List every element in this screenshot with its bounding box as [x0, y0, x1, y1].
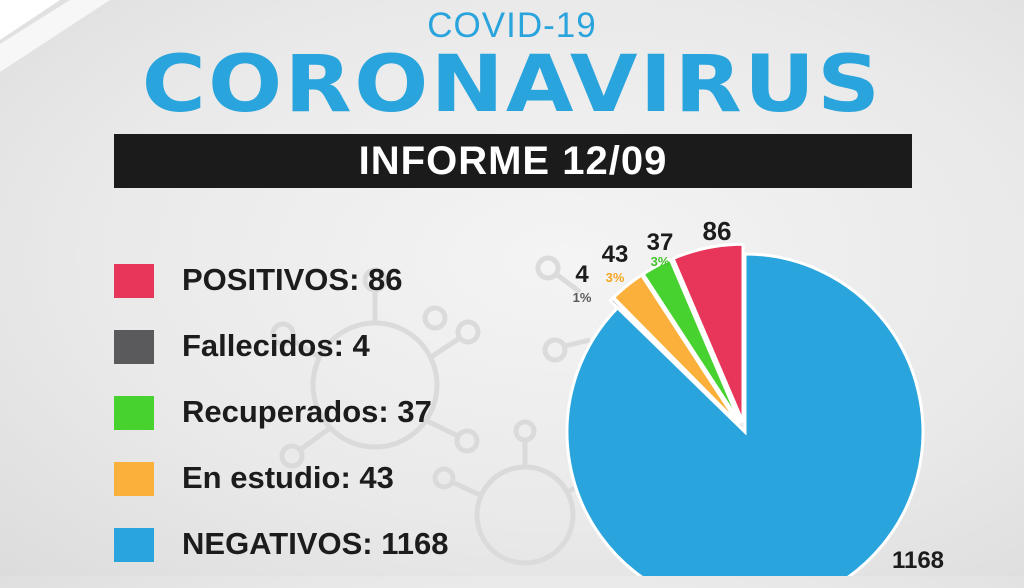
- legend-swatch: [114, 462, 154, 496]
- pie-chart: 866%373%433%41%1168: [565, 216, 944, 576]
- pie-slice-recuperados: [641, 257, 742, 424]
- legend-item-fallecidos: Fallecidos: 4: [114, 324, 554, 390]
- slice-value-label: 4: [575, 261, 589, 288]
- slice-percent-label: 3%: [606, 270, 625, 285]
- legend-label: En estudio: 43: [182, 460, 394, 495]
- page-title: CORONAVIRUS: [141, 40, 883, 130]
- legend-swatch: [114, 264, 154, 298]
- slice-value-label: 86: [703, 216, 732, 246]
- slice-value-label: 43: [602, 241, 629, 268]
- legend-label: NEGATIVOS: 1168: [182, 526, 449, 561]
- legend-swatch: [114, 528, 154, 562]
- report-banner: INFORME 12/09: [114, 134, 912, 188]
- legend-swatch: [114, 330, 154, 364]
- slice-percent-label: 6%: [707, 246, 726, 261]
- legend-label: POSITIVOS: 86: [182, 262, 403, 297]
- slice-percent-label: 3%: [651, 254, 670, 269]
- legend-swatch: [114, 396, 154, 430]
- legend-item-negativos: NEGATIVOS: 1168: [114, 522, 554, 588]
- pie-slice-positivos: [671, 242, 745, 423]
- legend: POSITIVOS: 86 Fallecidos: 4 Recuperados:…: [114, 258, 554, 588]
- legend-item-recuperados: Recuperados: 37: [114, 390, 554, 456]
- corner-decoration: [0, 0, 110, 72]
- slice-percent-label: 1%: [573, 290, 592, 305]
- legend-item-en-estudio: En estudio: 43: [114, 456, 554, 522]
- legend-label: Fallecidos: 4: [182, 328, 370, 363]
- slice-value-label: 1168: [892, 547, 944, 574]
- slice-value-label: 37: [647, 229, 674, 256]
- pie-slice-negativos: [565, 252, 925, 576]
- legend-label: Recuperados: 37: [182, 394, 432, 429]
- legend-item-positivos: POSITIVOS: 86: [114, 258, 554, 324]
- subtitle: COVID-19: [427, 6, 597, 45]
